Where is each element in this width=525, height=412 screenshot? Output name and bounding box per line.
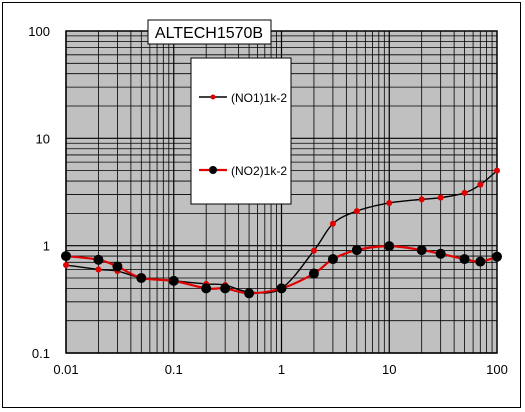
legend: (NO1)1k-2 (NO2)1k-2 (190, 57, 292, 205)
series-2-point (308, 268, 319, 279)
series-1-point (310, 247, 317, 254)
legend-box (190, 57, 292, 205)
legend-label-2: (NO2)1k-2 (231, 164, 287, 178)
title-box: ALTECH1570B (147, 19, 272, 45)
series-2-point (435, 248, 446, 259)
series-2-point (220, 283, 231, 294)
x-tick-label: 0.1 (165, 362, 183, 377)
chart-frame (2, 2, 521, 408)
x-tick-label: 100 (486, 362, 508, 377)
series-2-point (351, 245, 362, 256)
series-2-point (276, 283, 287, 294)
series-2-point (93, 254, 104, 265)
legend-marker-1 (210, 94, 216, 100)
series-2 (61, 241, 502, 299)
series-1-point (95, 266, 102, 273)
x-tick-label: 10 (382, 362, 396, 377)
title-box-border (147, 19, 272, 45)
y-tick-label: 0.1 (32, 346, 50, 361)
series-2-point (475, 256, 486, 267)
x-tick-label: 1 (278, 362, 285, 377)
series-2-point (112, 261, 123, 272)
series-1-point (461, 189, 468, 196)
series-2-point (416, 245, 427, 256)
series-layer (61, 167, 502, 299)
series-2-point (244, 288, 255, 299)
legend-marker-2 (209, 166, 217, 174)
plot-border (65, 30, 498, 354)
series-1-point (386, 199, 393, 206)
series-2-point (459, 254, 470, 265)
series-1-point (353, 208, 360, 215)
series-1-point (494, 167, 500, 174)
series-2-point (492, 251, 502, 262)
series-1-point (63, 262, 69, 269)
series-1-point (477, 181, 484, 188)
series-1-point (329, 220, 336, 227)
x-tick-label: 0.01 (53, 362, 78, 377)
series-2-point (168, 275, 179, 286)
chart-title: ALTECH1570B (155, 25, 263, 42)
series-2-point (327, 254, 338, 265)
y-tick-label: 10 (36, 131, 50, 146)
series-2-point (201, 283, 212, 294)
y-tick-label: 100 (28, 24, 50, 39)
series-2-point (136, 272, 147, 283)
series-2-point (384, 241, 395, 252)
y-tick-label: 1 (43, 239, 50, 254)
series-1-point (437, 194, 444, 201)
series-1-point (418, 196, 425, 203)
legend-label-1: (NO1)1k-2 (231, 91, 287, 105)
series-2-point (61, 251, 71, 262)
